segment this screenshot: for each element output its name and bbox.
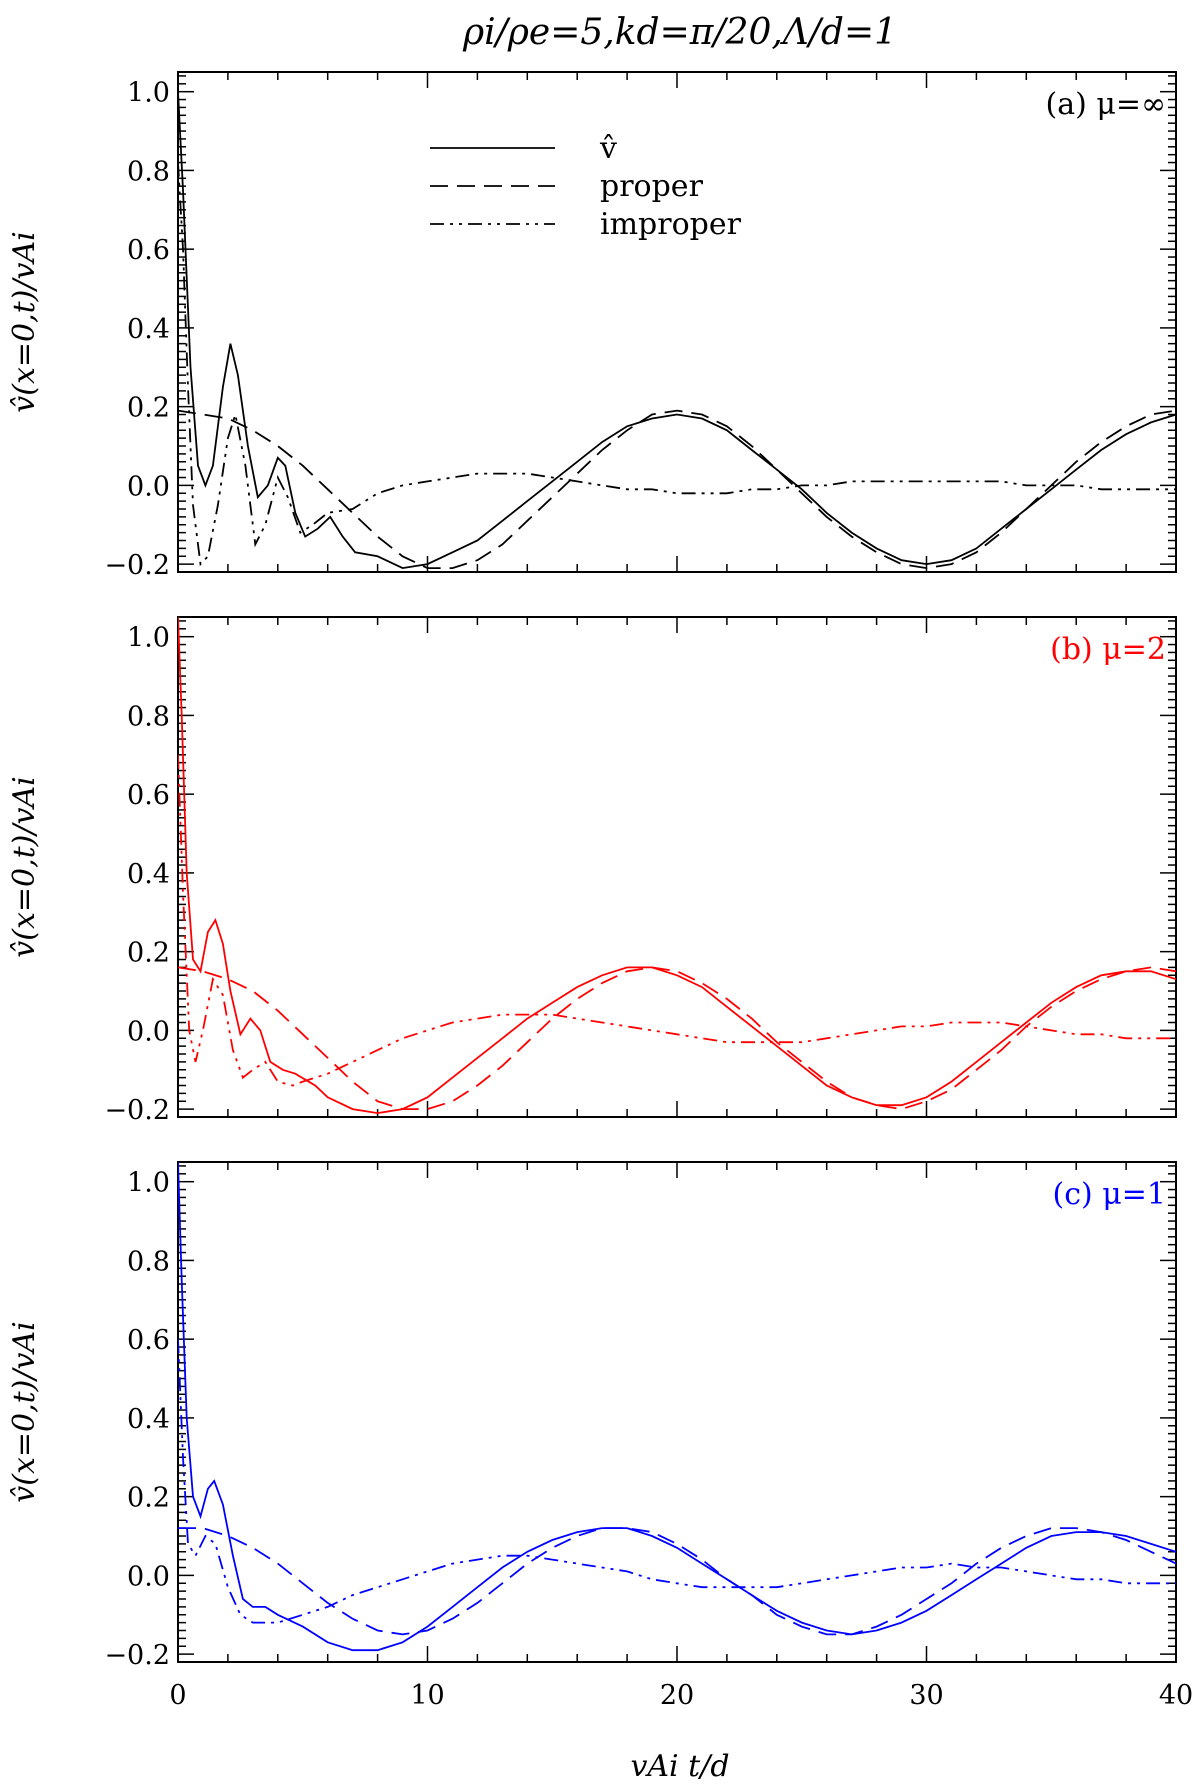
y-tick-label: 0.4: [127, 314, 170, 345]
y-tick-label: 0.2: [127, 393, 170, 424]
y-tick-label: 0.0: [127, 1016, 170, 1047]
figure-title: ρi/ρe=5,kd=π/20,Λ/d=1: [462, 12, 897, 53]
series-line-solid: [178, 1162, 1176, 1652]
y-tick-label: 1.0: [127, 78, 170, 109]
legend-label: v̂: [599, 131, 617, 166]
x-tick-label: 20: [660, 1680, 694, 1711]
plot-frame: [177, 616, 1177, 1118]
panel-label: (c) μ=1: [1053, 1177, 1166, 1212]
series-line-solid: [178, 617, 1176, 1115]
panel-label: (b) μ=2: [1050, 632, 1166, 667]
x-axis-label: vAi t/d: [630, 1749, 729, 1784]
y-tick-label: 1.0: [127, 623, 170, 654]
series-line-dash-dot-dot: [178, 1339, 1176, 1624]
panel-0: −0.2 0.0 0.2 0.4 0.6 0.8 1.0 v̂(x=0,t)/vAi (a) μ…: [7, 71, 1177, 581]
y-tick-label: −0.2: [104, 1640, 170, 1671]
y-axis-label: v̂(x=0,t)/vAi: [7, 776, 42, 957]
plot-frame: [177, 1161, 1177, 1663]
panel-1: −0.2 0.0 0.2 0.4 0.6 0.8 1.0 v̂(x=0,t)/vAi (b) μ…: [7, 616, 1177, 1126]
series-line-dashed: [178, 409, 1176, 570]
y-tick-label: 0.2: [127, 938, 170, 969]
y-tick-label: 0.4: [127, 859, 170, 890]
y-tick-label: 0.6: [127, 780, 170, 811]
y-tick-label: 0.0: [127, 471, 170, 502]
x-tick-label: 10: [410, 1680, 444, 1711]
y-tick-label: 0.6: [127, 1325, 170, 1356]
y-tick-label: 0.6: [127, 235, 170, 266]
y-tick-label: 0.8: [127, 156, 170, 187]
y-tick-label: 0.2: [127, 1483, 170, 1514]
y-tick-label: 1.0: [127, 1168, 170, 1199]
series-line-solid: [178, 91, 1176, 570]
legend-label: proper: [600, 169, 704, 204]
series-line-dashed: [178, 966, 1176, 1111]
y-tick-label: −0.2: [104, 1095, 170, 1126]
y-axis-label: v̂(x=0,t)/vAi: [7, 231, 42, 412]
panel-label: (a) μ=∞: [1046, 87, 1166, 122]
y-axis-label: v̂(x=0,t)/vAi: [7, 1321, 42, 1502]
panel-2: −0.2 0.0 0.2 0.4 0.6 0.8 1.0 0 10 20 30 40 v̂(x=0,t)…: [7, 1161, 1193, 1711]
x-tick-label: 30: [909, 1680, 943, 1711]
series-line-dash-dot-dot: [178, 162, 1176, 567]
y-tick-label: −0.2: [104, 550, 170, 581]
y-tick-label: 0.8: [127, 701, 170, 732]
series-line-dash-dot-dot: [178, 754, 1176, 1087]
panels: −0.2 0.0 0.2 0.4 0.6 0.8 1.0 v̂(x=0,t)/vAi (a) μ…: [7, 71, 1193, 1711]
plot-frame: [177, 71, 1177, 573]
legend-label: improper: [600, 207, 742, 242]
y-tick-label: 0.4: [127, 1404, 170, 1435]
x-tick-label: 0: [169, 1680, 186, 1711]
y-tick-label: 0.0: [127, 1561, 170, 1592]
x-tick-label: 40: [1159, 1680, 1193, 1711]
series-line-dashed: [178, 1527, 1176, 1636]
y-tick-label: 0.8: [127, 1246, 170, 1277]
